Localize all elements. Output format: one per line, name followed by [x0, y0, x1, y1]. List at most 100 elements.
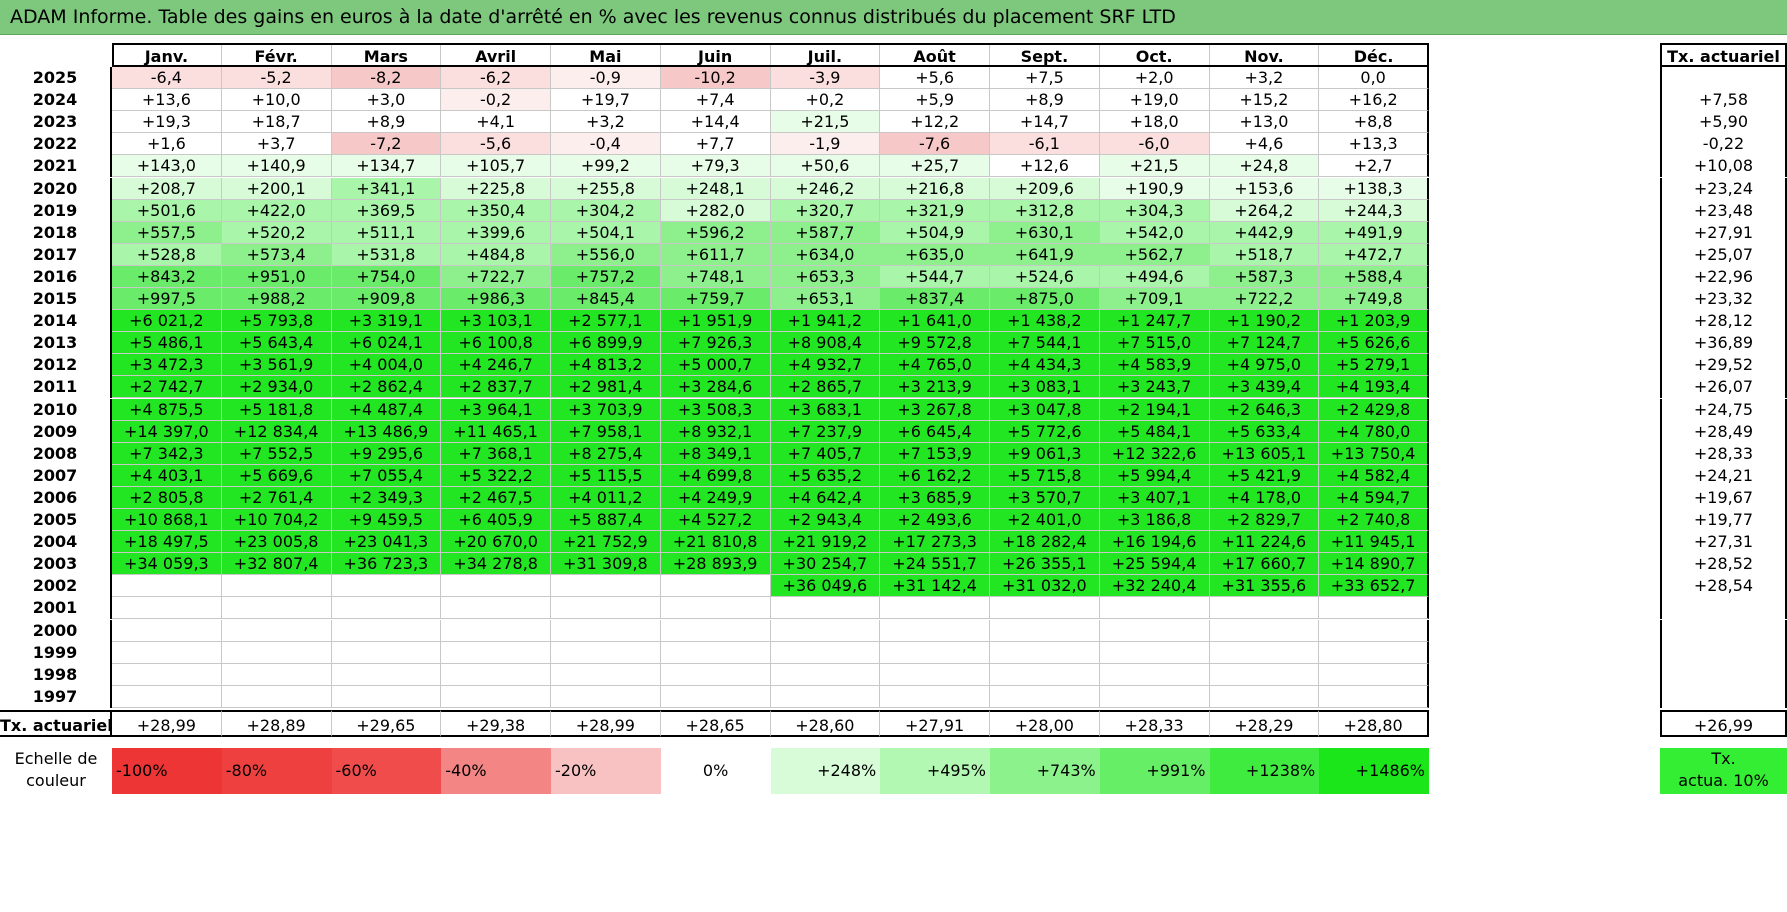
gain-cell[interactable] [880, 663, 990, 686]
gain-cell[interactable]: +23 005,8 [221, 531, 332, 554]
gain-cell[interactable]: +5 635,2 [770, 464, 881, 487]
gain-cell[interactable]: +518,7 [1209, 243, 1320, 266]
gain-cell[interactable]: +634,0 [770, 243, 881, 266]
gain-cell[interactable]: +248,1 [660, 177, 771, 200]
gain-cell[interactable] [1209, 619, 1320, 642]
gain-cell[interactable]: +4 813,2 [551, 354, 661, 377]
gain-cell[interactable]: +442,9 [1209, 221, 1320, 244]
gain-cell[interactable] [551, 641, 661, 664]
gain-cell[interactable] [660, 575, 771, 598]
gain-cell[interactable]: -0,4 [551, 133, 661, 156]
gain-cell[interactable]: +587,7 [770, 221, 881, 244]
gain-cell[interactable]: +6 405,9 [441, 509, 551, 532]
gain-cell[interactable]: +2 934,0 [221, 376, 332, 399]
gain-cell[interactable] [112, 663, 222, 686]
gain-cell[interactable]: +4 487,4 [331, 398, 442, 421]
gain-cell[interactable]: +13 750,4 [1319, 442, 1429, 465]
gain-cell[interactable]: -5,6 [441, 133, 551, 156]
gain-cell[interactable]: +3 703,9 [551, 398, 661, 421]
gain-cell[interactable]: +244,3 [1319, 199, 1429, 222]
gain-cell[interactable]: +2 194,1 [1099, 398, 1210, 421]
gain-cell[interactable]: +2 742,7 [112, 376, 222, 399]
gain-cell[interactable]: +24,8 [1209, 155, 1320, 178]
gain-cell[interactable] [770, 597, 881, 620]
gain-cell[interactable]: +50,6 [770, 155, 881, 178]
gain-cell[interactable]: +2 493,6 [880, 509, 990, 532]
gain-cell[interactable]: +4 011,2 [551, 486, 661, 509]
gain-cell[interactable]: +225,8 [441, 177, 551, 200]
gain-cell[interactable]: +304,2 [551, 199, 661, 222]
gain-cell[interactable]: +2 943,4 [770, 509, 881, 532]
gain-cell[interactable] [551, 597, 661, 620]
gain-cell[interactable] [441, 685, 551, 708]
gain-cell[interactable]: +320,7 [770, 199, 881, 222]
gain-cell[interactable] [331, 685, 442, 708]
gain-cell[interactable]: +4 780,0 [1319, 420, 1429, 443]
gain-cell[interactable]: +5 772,6 [990, 420, 1100, 443]
gain-cell[interactable]: +2 829,7 [1209, 509, 1320, 532]
gain-cell[interactable]: +544,7 [880, 265, 990, 288]
gain-cell[interactable] [880, 641, 990, 664]
gain-cell[interactable]: +2 865,7 [770, 376, 881, 399]
gain-cell[interactable]: +524,6 [990, 265, 1100, 288]
gain-cell[interactable]: +12,6 [990, 155, 1100, 178]
gain-cell[interactable]: +653,1 [770, 288, 881, 311]
gain-cell[interactable]: +1 203,9 [1319, 310, 1429, 333]
gain-cell[interactable]: +7,4 [660, 89, 771, 112]
column-header-4[interactable]: Avril [441, 43, 551, 67]
gain-cell[interactable] [221, 641, 332, 664]
gain-cell[interactable]: +2,0 [1099, 67, 1210, 90]
gain-cell[interactable]: +32 240,4 [1099, 575, 1210, 598]
gain-cell[interactable]: +5 181,8 [221, 398, 332, 421]
gain-cell[interactable]: -0,2 [441, 89, 551, 112]
gain-cell[interactable]: +2 805,8 [112, 486, 222, 509]
gain-cell[interactable]: +321,9 [880, 199, 990, 222]
gain-cell[interactable] [221, 597, 332, 620]
gain-cell[interactable] [880, 619, 990, 642]
gain-cell[interactable]: +21,5 [770, 111, 881, 134]
gain-cell[interactable]: +14,7 [990, 111, 1100, 134]
gain-cell[interactable] [221, 663, 332, 686]
gain-cell[interactable]: +4 594,7 [1319, 486, 1429, 509]
gain-cell[interactable]: +16 194,6 [1099, 531, 1210, 554]
gain-cell[interactable]: +2 401,0 [990, 509, 1100, 532]
gain-cell[interactable]: +11 224,6 [1209, 531, 1320, 554]
gain-cell[interactable]: +21 810,8 [660, 531, 771, 554]
gain-cell[interactable]: -8,2 [331, 67, 442, 90]
gain-cell[interactable]: +4,6 [1209, 133, 1320, 156]
gain-cell[interactable]: +16,2 [1319, 89, 1429, 112]
gain-cell[interactable]: +25,7 [880, 155, 990, 178]
gain-cell[interactable]: +4 527,2 [660, 509, 771, 532]
gain-cell[interactable]: +596,2 [660, 221, 771, 244]
gain-cell[interactable]: +988,2 [221, 288, 332, 311]
gain-cell[interactable]: +2 981,4 [551, 376, 661, 399]
gain-cell[interactable]: +641,9 [990, 243, 1100, 266]
gain-cell[interactable]: +8 275,4 [551, 442, 661, 465]
gain-cell[interactable]: +2 646,3 [1209, 398, 1320, 421]
gain-cell[interactable] [1209, 597, 1320, 620]
gain-cell[interactable]: +8 908,4 [770, 332, 881, 355]
gain-cell[interactable]: +8,9 [990, 89, 1100, 112]
gain-cell[interactable]: +8 349,1 [660, 442, 771, 465]
gain-cell[interactable]: +246,2 [770, 177, 881, 200]
gain-cell[interactable]: +5 626,6 [1319, 332, 1429, 355]
gain-cell[interactable]: +2 577,1 [551, 310, 661, 333]
gain-cell[interactable]: +909,8 [331, 288, 442, 311]
gain-cell[interactable]: +134,7 [331, 155, 442, 178]
gain-cell[interactable]: +5 793,8 [221, 310, 332, 333]
gain-cell[interactable]: +26 355,1 [990, 553, 1100, 576]
gain-cell[interactable]: +7 958,1 [551, 420, 661, 443]
gain-cell[interactable]: +14 397,0 [112, 420, 222, 443]
gain-cell[interactable]: +5 115,5 [551, 464, 661, 487]
gain-cell[interactable]: +399,6 [441, 221, 551, 244]
gain-cell[interactable]: +635,0 [880, 243, 990, 266]
gain-cell[interactable]: +4 699,8 [660, 464, 771, 487]
gain-cell[interactable]: +422,0 [221, 199, 332, 222]
gain-cell[interactable]: +15,2 [1209, 89, 1320, 112]
gain-cell[interactable]: +653,3 [770, 265, 881, 288]
gain-cell[interactable]: +3 267,8 [880, 398, 990, 421]
gain-cell[interactable]: +13 605,1 [1209, 442, 1320, 465]
gain-cell[interactable] [1319, 619, 1429, 642]
gain-cell[interactable]: +3 047,8 [990, 398, 1100, 421]
gain-cell[interactable]: +208,7 [112, 177, 222, 200]
